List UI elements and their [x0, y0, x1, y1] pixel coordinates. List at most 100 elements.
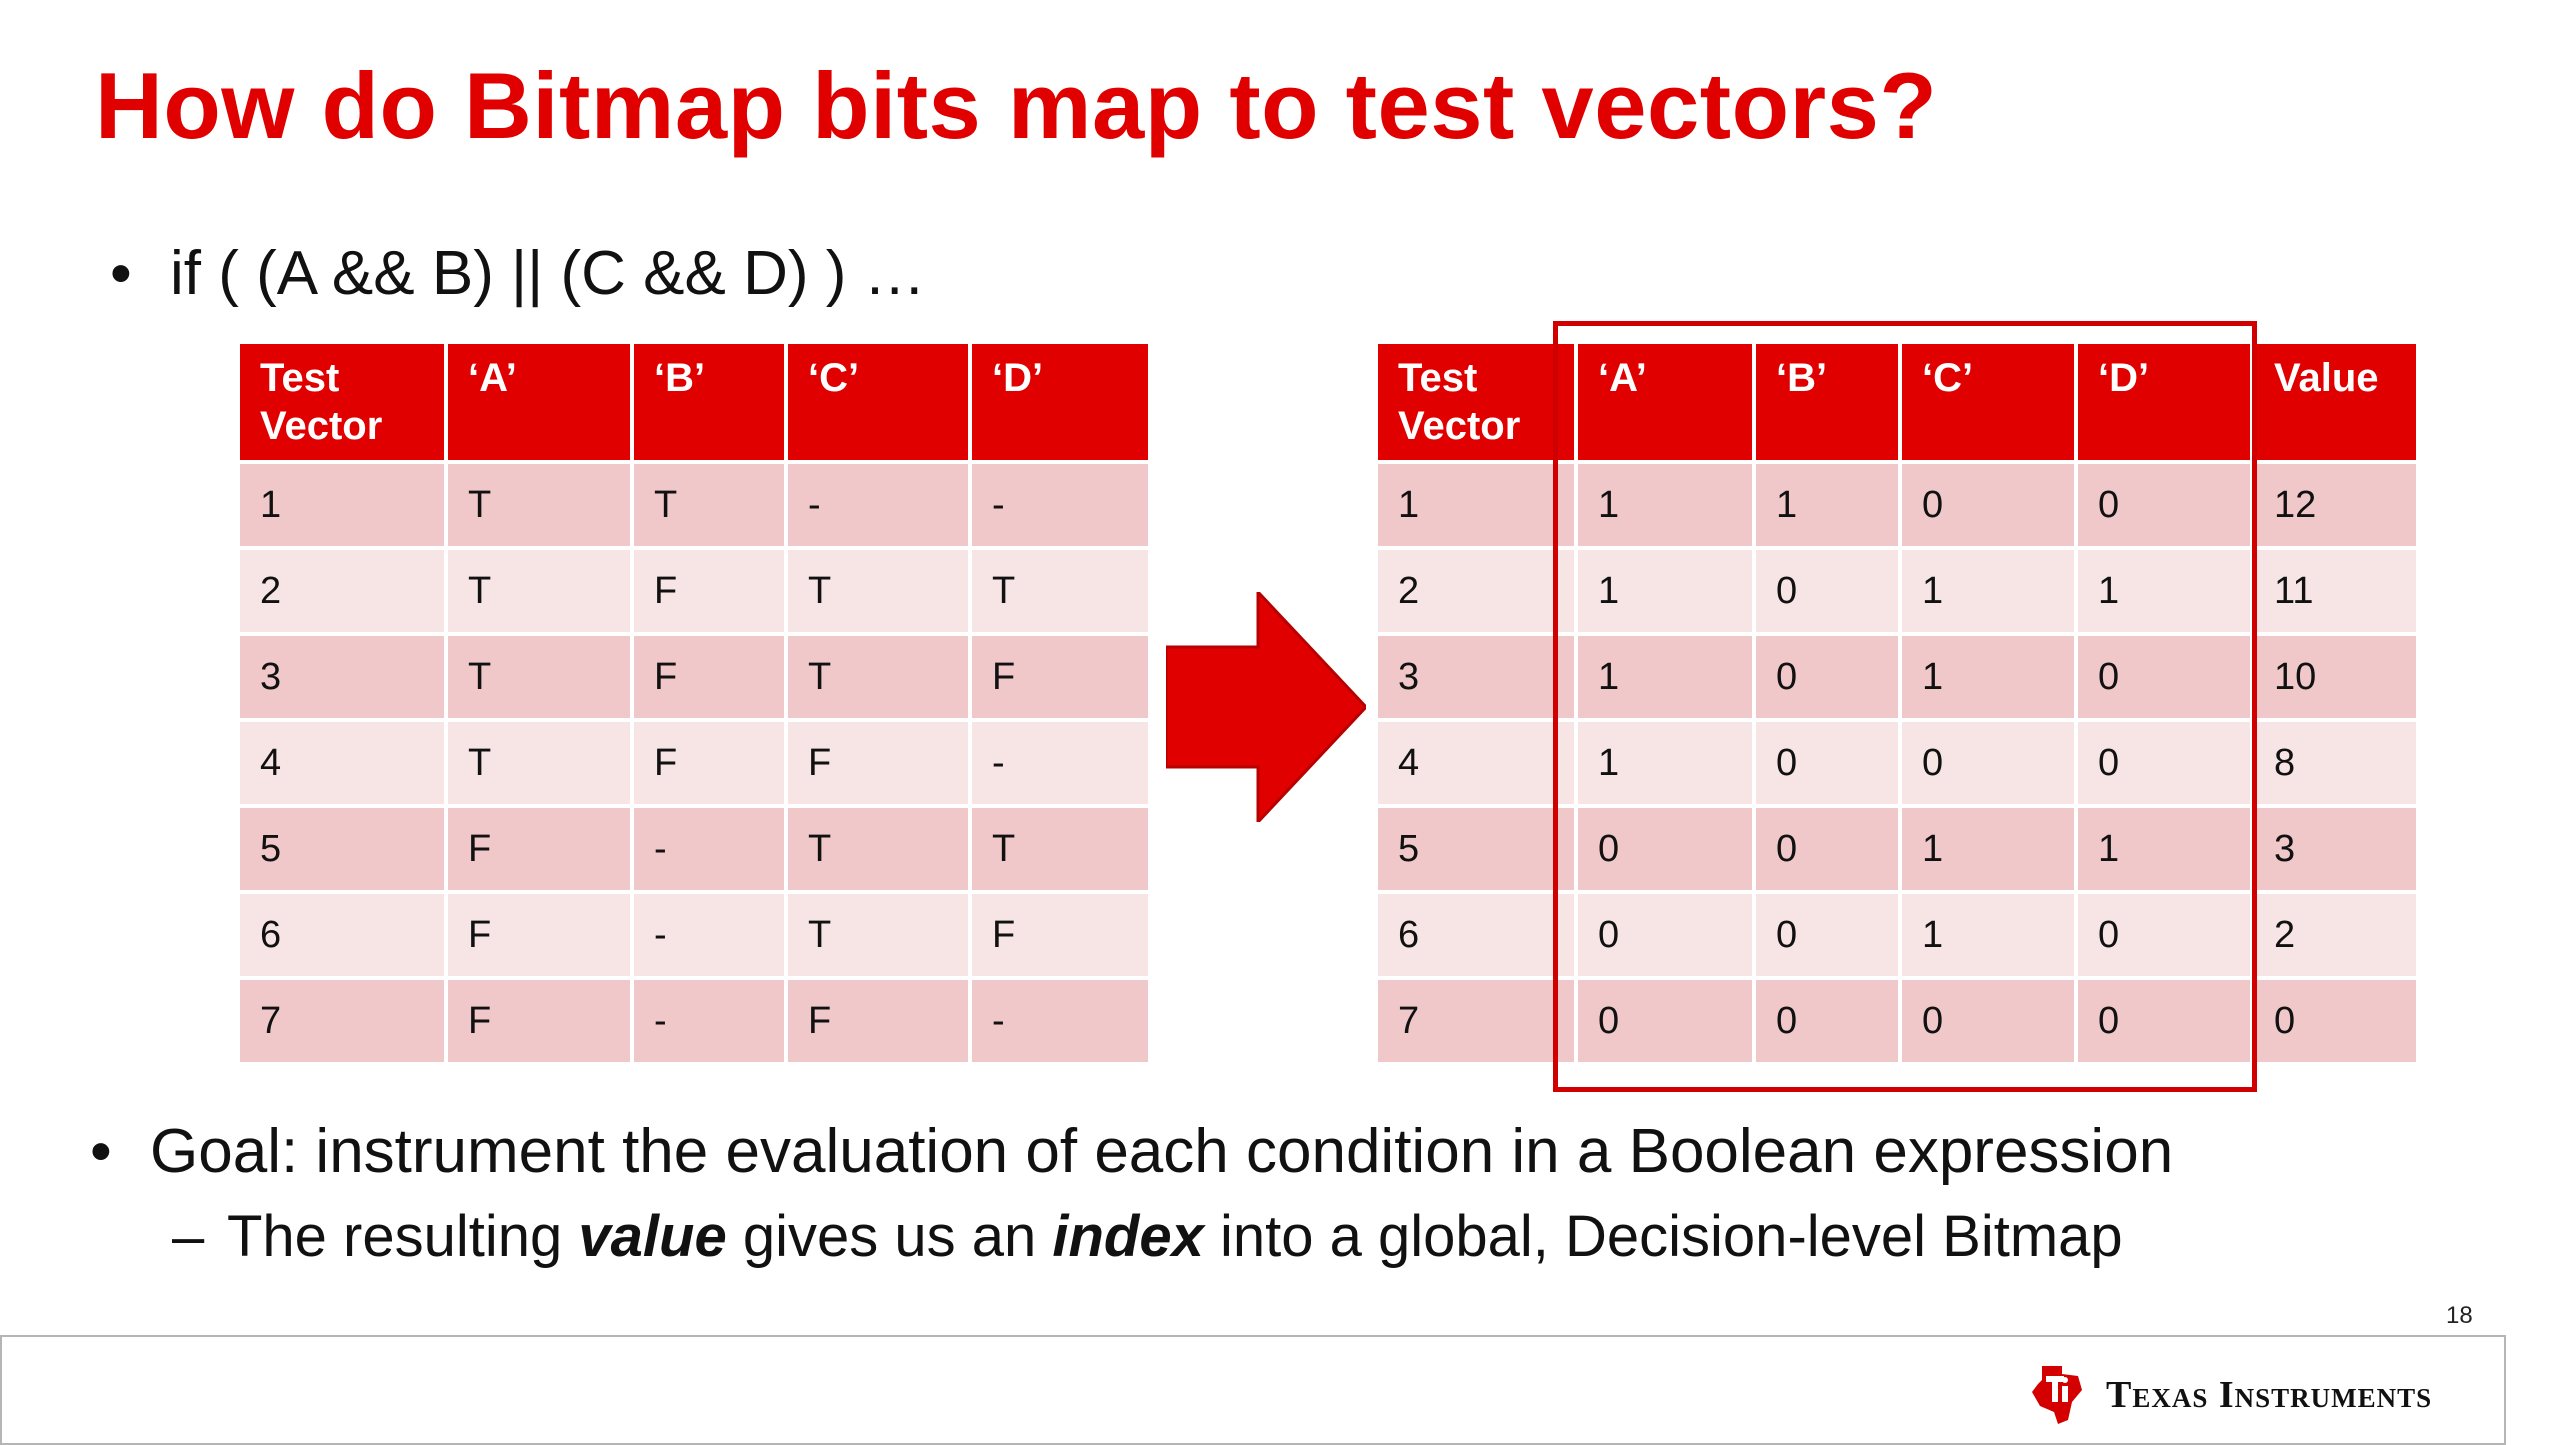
cell-test-vector: 4: [240, 722, 444, 804]
header-c: ‘C’: [788, 344, 968, 460]
brand-logo: Texas Instruments: [2028, 1362, 2432, 1428]
cell-test-vector: 6: [240, 894, 444, 976]
cell-b: T: [634, 464, 784, 546]
bullet-dot: •: [110, 239, 132, 308]
cell-value: 11: [2254, 550, 2416, 632]
header-test-vector: Test Vector: [240, 344, 444, 460]
header-d: ‘D’: [972, 344, 1148, 460]
cell-a: F: [448, 808, 630, 890]
cell-b: 0: [1756, 808, 1898, 890]
bullet-condition: • if ( (A && B) || (C && D) ) …: [110, 238, 926, 309]
cell-a: 0: [1578, 894, 1752, 976]
cell-a: F: [448, 980, 630, 1062]
cell-b: 0: [1756, 980, 1898, 1062]
cell-test-vector: 1: [1378, 464, 1574, 546]
cell-d: T: [972, 808, 1148, 890]
cell-a: 1: [1578, 636, 1752, 718]
cell-a: T: [448, 722, 630, 804]
cell-c: 1: [1902, 636, 2074, 718]
cell-c: T: [788, 808, 968, 890]
cell-c: T: [788, 894, 968, 976]
cell-b: -: [634, 808, 784, 890]
header-b: ‘B’: [634, 344, 784, 460]
cell-test-vector: 7: [240, 980, 444, 1062]
cell-b: 0: [1756, 550, 1898, 632]
cell-test-vector: 3: [240, 636, 444, 718]
cell-value: 12: [2254, 464, 2416, 546]
cell-d: 0: [2078, 980, 2250, 1062]
cell-test-vector: 6: [1378, 894, 1574, 976]
bitmap-table-header-row: Test Vector ‘A’ ‘B’ ‘C’ ‘D’ Value: [1378, 344, 2416, 460]
bits-highlight-box: [1553, 321, 2257, 1092]
right-arrow-icon: [1166, 592, 1366, 822]
texas-instruments-logo-icon: [2032, 1366, 2082, 1424]
cell-c: 0: [1902, 464, 2074, 546]
bullet-goal: • Goal: instrument the evaluation of each…: [90, 1116, 2173, 1187]
cell-a: T: [448, 464, 630, 546]
cell-a: 1: [1578, 722, 1752, 804]
cell-b: 0: [1756, 894, 1898, 976]
cell-c: F: [788, 722, 968, 804]
cell-a: 0: [1578, 808, 1752, 890]
cell-value: 10: [2254, 636, 2416, 718]
cell-c: 0: [1902, 722, 2074, 804]
cell-value: 8: [2254, 722, 2416, 804]
cell-c: T: [788, 550, 968, 632]
cell-value: 3: [2254, 808, 2416, 890]
cell-test-vector: 3: [1378, 636, 1574, 718]
cell-b: -: [634, 894, 784, 976]
header-test-vector: Test Vector: [1378, 344, 1574, 460]
bullet-goal-text: Goal: instrument the evaluation of each …: [150, 1117, 2174, 1186]
bullet-dot: •: [90, 1117, 112, 1186]
cell-a: T: [448, 636, 630, 718]
sub-bullet-text-1: The resulting: [227, 1204, 579, 1269]
cell-a: T: [448, 550, 630, 632]
table-row: 3 1 0 1 0 10: [1378, 636, 2416, 718]
cell-d: -: [972, 464, 1148, 546]
cell-d: F: [972, 636, 1148, 718]
brand-wordmark: Texas Instruments: [2106, 1374, 2433, 1416]
cell-c: 1: [1902, 550, 2074, 632]
sub-bullet-text-2: gives us an: [726, 1204, 1053, 1269]
cell-test-vector: 5: [240, 808, 444, 890]
cell-test-vector: 5: [1378, 808, 1574, 890]
cell-a: 1: [1578, 464, 1752, 546]
cell-d: 0: [2078, 636, 2250, 718]
cell-a: F: [448, 894, 630, 976]
cell-d: 0: [2078, 464, 2250, 546]
sub-bullet-emphasis-value: value: [578, 1204, 727, 1269]
cell-b: F: [634, 550, 784, 632]
cell-b: 0: [1756, 722, 1898, 804]
cell-b: F: [634, 636, 784, 718]
sub-bullet: – The resulting value gives us an index i…: [172, 1203, 2123, 1270]
cell-c: 0: [1902, 980, 2074, 1062]
table-row: 2 1 0 1 1 11: [1378, 550, 2416, 632]
truth-table-header-row: Test Vector ‘A’ ‘B’ ‘C’ ‘D’: [240, 344, 1148, 460]
bullet-condition-text: if ( (A && B) || (C && D) ) …: [170, 239, 926, 308]
cell-d: F: [972, 894, 1148, 976]
header-b: ‘B’: [1756, 344, 1898, 460]
cell-d: T: [972, 550, 1148, 632]
cell-value: 2: [2254, 894, 2416, 976]
cell-test-vector: 4: [1378, 722, 1574, 804]
cell-c: T: [788, 636, 968, 718]
cell-b: -: [634, 980, 784, 1062]
slide-title: How do Bitmap bits map to test vectors?: [95, 53, 1938, 158]
cell-c: F: [788, 980, 968, 1062]
page-number: 18: [2446, 1302, 2473, 1329]
table-row: 1 1 1 0 0 12: [1378, 464, 2416, 546]
footer-bar: [0, 1335, 2506, 1445]
cell-c: 1: [1902, 808, 2074, 890]
cell-test-vector: 7: [1378, 980, 1574, 1062]
cell-c: -: [788, 464, 968, 546]
